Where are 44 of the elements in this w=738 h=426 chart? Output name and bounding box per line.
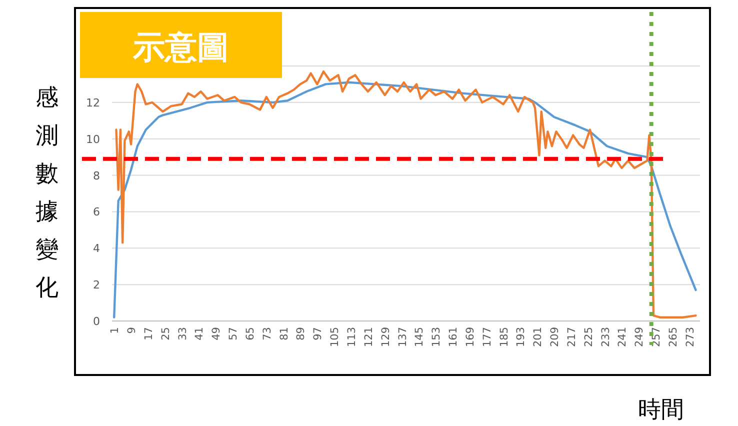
x-tick-label: 137 bbox=[396, 327, 409, 348]
x-tick-label: 249 bbox=[634, 327, 646, 348]
x-tick-label: 1 bbox=[109, 327, 122, 334]
x-tick-label: 73 bbox=[261, 327, 274, 340]
x-tick-label: 201 bbox=[532, 327, 544, 348]
y-axis-title: 感測數據變化 bbox=[36, 85, 58, 301]
x-tick-label: 193 bbox=[515, 327, 528, 348]
x-tick-label: 41 bbox=[194, 327, 206, 340]
x-tick-label: 217 bbox=[566, 327, 578, 348]
x-tick-label: 33 bbox=[176, 327, 189, 340]
x-tick-label: 81 bbox=[278, 327, 290, 340]
x-tick-label: 97 bbox=[312, 327, 324, 340]
x-tick-label: 169 bbox=[464, 327, 476, 348]
y-tick-label: 8 bbox=[93, 169, 100, 182]
x-tick-label: 225 bbox=[582, 327, 595, 348]
x-tick-label: 273 bbox=[684, 327, 696, 348]
x-tick-label: 113 bbox=[346, 327, 358, 348]
x-tick-label: 121 bbox=[362, 327, 375, 348]
x-tick-label: 185 bbox=[498, 327, 510, 348]
y-tick-label: 4 bbox=[93, 242, 100, 256]
y-tick-label: 2 bbox=[93, 278, 100, 292]
y-tick-label: 6 bbox=[93, 206, 100, 219]
x-tick-label: 17 bbox=[142, 327, 155, 340]
x-tick-label: 105 bbox=[329, 327, 342, 348]
x-tick-label: 65 bbox=[244, 327, 256, 340]
y-tick-label: 0 bbox=[93, 315, 100, 328]
x-tick-label: 129 bbox=[380, 327, 392, 348]
x-tick-label: 9 bbox=[126, 327, 138, 334]
x-tick-label: 153 bbox=[430, 327, 443, 348]
x-tick-label: 89 bbox=[295, 327, 308, 340]
x-tick-label: 241 bbox=[616, 327, 629, 348]
x-tick-label: 49 bbox=[210, 327, 223, 340]
x-tick-label: 57 bbox=[228, 327, 240, 340]
x-tick-label: 265 bbox=[668, 327, 680, 348]
x-tick-label: 177 bbox=[481, 327, 494, 348]
x-tick-label: 145 bbox=[414, 327, 426, 348]
x-tick-label: 25 bbox=[160, 327, 172, 340]
y-tick-label: 12 bbox=[86, 96, 100, 110]
x-tick-label: 209 bbox=[549, 327, 562, 348]
chart-title: 示意圖 bbox=[132, 28, 229, 66]
y-tick-label: 10 bbox=[86, 132, 100, 146]
x-tick-label: 233 bbox=[600, 327, 612, 348]
x-tick-label: 161 bbox=[448, 327, 460, 348]
x-axis-title: 時間 bbox=[638, 397, 684, 423]
